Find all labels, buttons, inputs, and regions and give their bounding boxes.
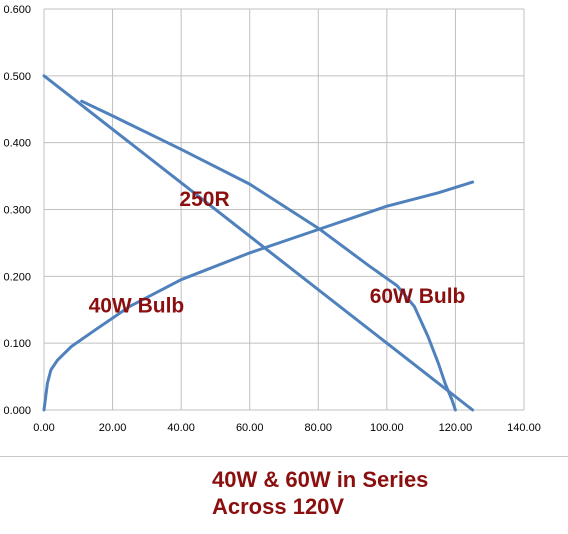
tick-labels: 0.00 20.00 40.00 60.00 80.00 100.00 120.00 140.… xyxy=(3,4,540,434)
annotation-label: 250R xyxy=(179,188,229,211)
x-tick-label: 80.00 xyxy=(305,422,333,434)
x-tick-label: 20.00 xyxy=(99,422,127,434)
y-tick-label: 0.600 xyxy=(3,4,31,16)
y-tick-label: 0.200 xyxy=(3,271,31,283)
grid-lines xyxy=(43,8,525,411)
annotation-label: 60W Bulb xyxy=(370,285,466,308)
annotation-label: 40W Bulb xyxy=(89,294,185,317)
x-tick-label: 0.00 xyxy=(33,422,54,434)
x-tick-label: 120.00 xyxy=(439,422,473,434)
series-line-250r xyxy=(42,74,475,412)
x-tick-label: 60.00 xyxy=(236,422,264,434)
y-tick-label: 0.400 xyxy=(3,138,31,150)
chart-svg: 0.00 20.00 40.00 60.00 80.00 100.00 120.00 140.… xyxy=(3,4,540,434)
y-tick-label: 0.500 xyxy=(3,71,31,83)
y-tick-label: 0.300 xyxy=(3,205,31,217)
caption-line-1: 40W & 60W in Series xyxy=(212,467,429,492)
divider-line xyxy=(0,456,568,457)
series-line-60w-bulb xyxy=(80,99,457,412)
y-tick-label: 0.100 xyxy=(3,338,31,350)
y-tick-label: 0.000 xyxy=(3,405,31,417)
x-tick-label: 140.00 xyxy=(507,422,541,434)
series-line-40w-bulb xyxy=(42,180,475,412)
series-lines xyxy=(42,74,475,412)
chart-caption: 40W & 60W in Series Across 120V xyxy=(212,466,428,520)
x-tick-label: 100.00 xyxy=(370,422,404,434)
annotations: 250R 40W Bulb 60W Bulb xyxy=(89,188,466,317)
x-tick-label: 40.00 xyxy=(167,422,195,434)
caption-line-2: Across 120V xyxy=(212,494,345,519)
